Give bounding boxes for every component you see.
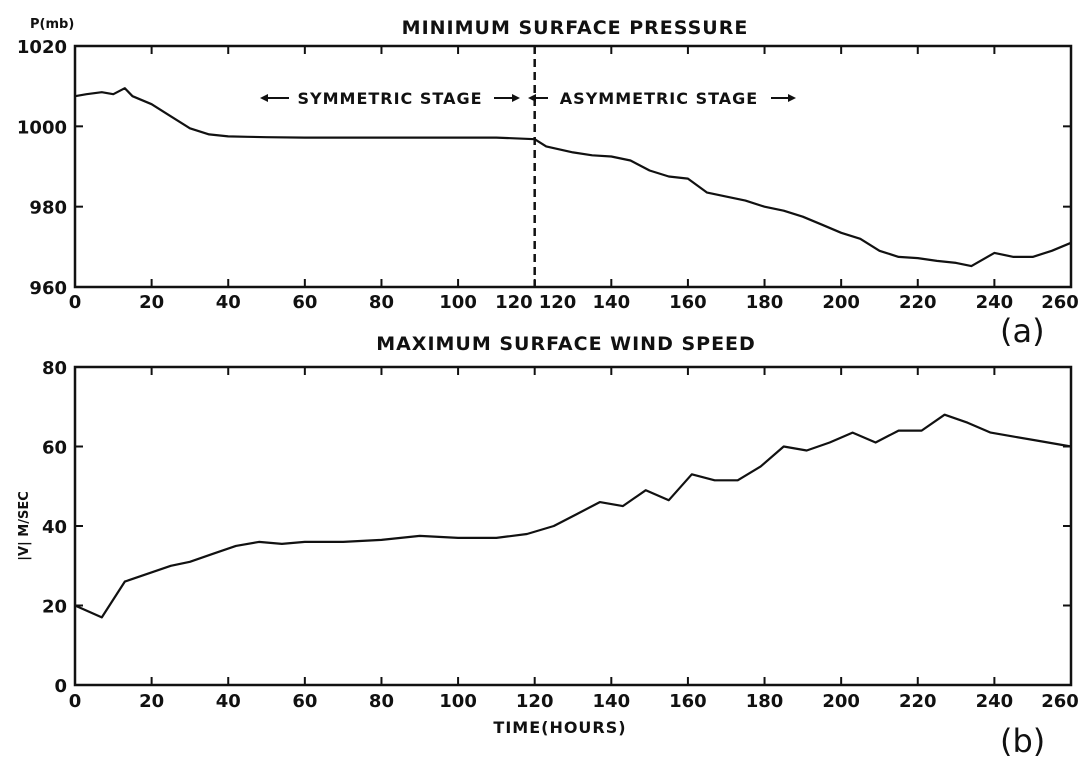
y-tick-label: 960 — [29, 278, 67, 299]
x-tick-label: 120 — [495, 292, 533, 313]
symmetric-stage-label: SYMMETRIC STAGE — [297, 89, 482, 108]
x-tick-label: 20 — [139, 292, 164, 313]
chart-b-panel-label: (b) — [1000, 722, 1045, 760]
chart-a-y-tick-labels: 960 980 1000 1020 — [17, 37, 67, 299]
chart-b-ticks — [74, 366, 1072, 686]
chart-b-y-tick-labels: 0 20 40 60 80 — [42, 358, 67, 697]
y-tick-label: 60 — [42, 438, 67, 459]
x-tick-label: 160 — [669, 292, 707, 313]
x-tick-label: 40 — [216, 292, 241, 313]
chart-b-xlabel: TIME(HOURS) — [493, 718, 626, 737]
y-tick-label: 1000 — [17, 117, 67, 138]
x-tick-label: 0 — [69, 292, 82, 313]
wind-speed-series-line — [74, 413, 1072, 619]
x-tick-label: 180 — [746, 691, 784, 712]
chart-a-x-tick-labels: 0 20 40 60 80 100 120 120 140 160 180 200 220 240 260 — [69, 292, 1079, 313]
x-tick-label: 80 — [369, 292, 394, 313]
chart-a-frame — [73, 44, 1073, 289]
x-tick-label: 120 — [516, 691, 554, 712]
x-tick-label: 180 — [746, 292, 784, 313]
x-tick-label: 160 — [669, 691, 707, 712]
chart-a: MINIMUM SURFACE PRESSURE P(mb) 0 20 40 60 80… — [17, 17, 1079, 350]
y-tick-label: 1020 — [17, 37, 67, 58]
x-tick-label: 220 — [899, 292, 937, 313]
chart-b-frame — [73, 365, 1073, 687]
asymmetric-right-arrowhead-icon — [788, 94, 796, 102]
x-tick-label: 260 — [1041, 691, 1079, 712]
y-tick-label: 40 — [42, 517, 67, 538]
chart-b: MAXIMUM SURFACE WIND SPEED 0 20 40 60 80 100 1… — [17, 333, 1079, 760]
symmetric-stage-annotation: SYMMETRIC STAGE — [260, 89, 520, 108]
x-tick-label: 140 — [593, 691, 631, 712]
chart-b-ylabel: |V| M/SEC — [17, 491, 32, 561]
x-tick-label: 80 — [369, 691, 394, 712]
x-tick-label: 200 — [822, 292, 860, 313]
symmetric-left-arrowhead-icon — [260, 94, 268, 102]
x-tick-label: 60 — [292, 292, 317, 313]
x-tick-label: 100 — [439, 292, 477, 313]
asymmetric-stage-annotation: ASYMMETRIC STAGE — [528, 89, 796, 108]
chart-a-ticks — [74, 45, 1072, 288]
x-tick-label: 240 — [976, 292, 1014, 313]
symmetric-right-arrowhead-icon — [512, 94, 520, 102]
x-tick-label: 100 — [439, 691, 477, 712]
chart-b-x-tick-labels: 0 20 40 60 80 100 120 140 160 180 200 220 240 260 — [69, 691, 1079, 712]
pressure-series-line — [74, 87, 1072, 268]
x-tick-label: 260 — [1041, 292, 1079, 313]
chart-a-title: MINIMUM SURFACE PRESSURE — [402, 17, 749, 39]
x-tick-label: 120 — [539, 292, 577, 313]
x-tick-label: 220 — [899, 691, 937, 712]
y-tick-label: 20 — [42, 597, 67, 618]
chart-b-title: MAXIMUM SURFACE WIND SPEED — [376, 333, 756, 355]
y-tick-label: 980 — [29, 198, 67, 219]
x-tick-label: 140 — [593, 292, 631, 313]
asymmetric-left-arrowhead-icon — [528, 94, 536, 102]
asymmetric-stage-label: ASYMMETRIC STAGE — [560, 89, 758, 108]
y-tick-label: 80 — [42, 358, 67, 379]
x-tick-label: 240 — [976, 691, 1014, 712]
x-tick-label: 40 — [216, 691, 241, 712]
x-tick-label: 200 — [822, 691, 860, 712]
chart-a-panel-label: (a) — [1000, 312, 1045, 350]
y-tick-label: 0 — [54, 676, 67, 697]
chart-a-ylabel: P(mb) — [30, 17, 74, 32]
x-tick-label: 60 — [292, 691, 317, 712]
x-tick-label: 0 — [69, 691, 82, 712]
x-tick-label: 20 — [139, 691, 164, 712]
